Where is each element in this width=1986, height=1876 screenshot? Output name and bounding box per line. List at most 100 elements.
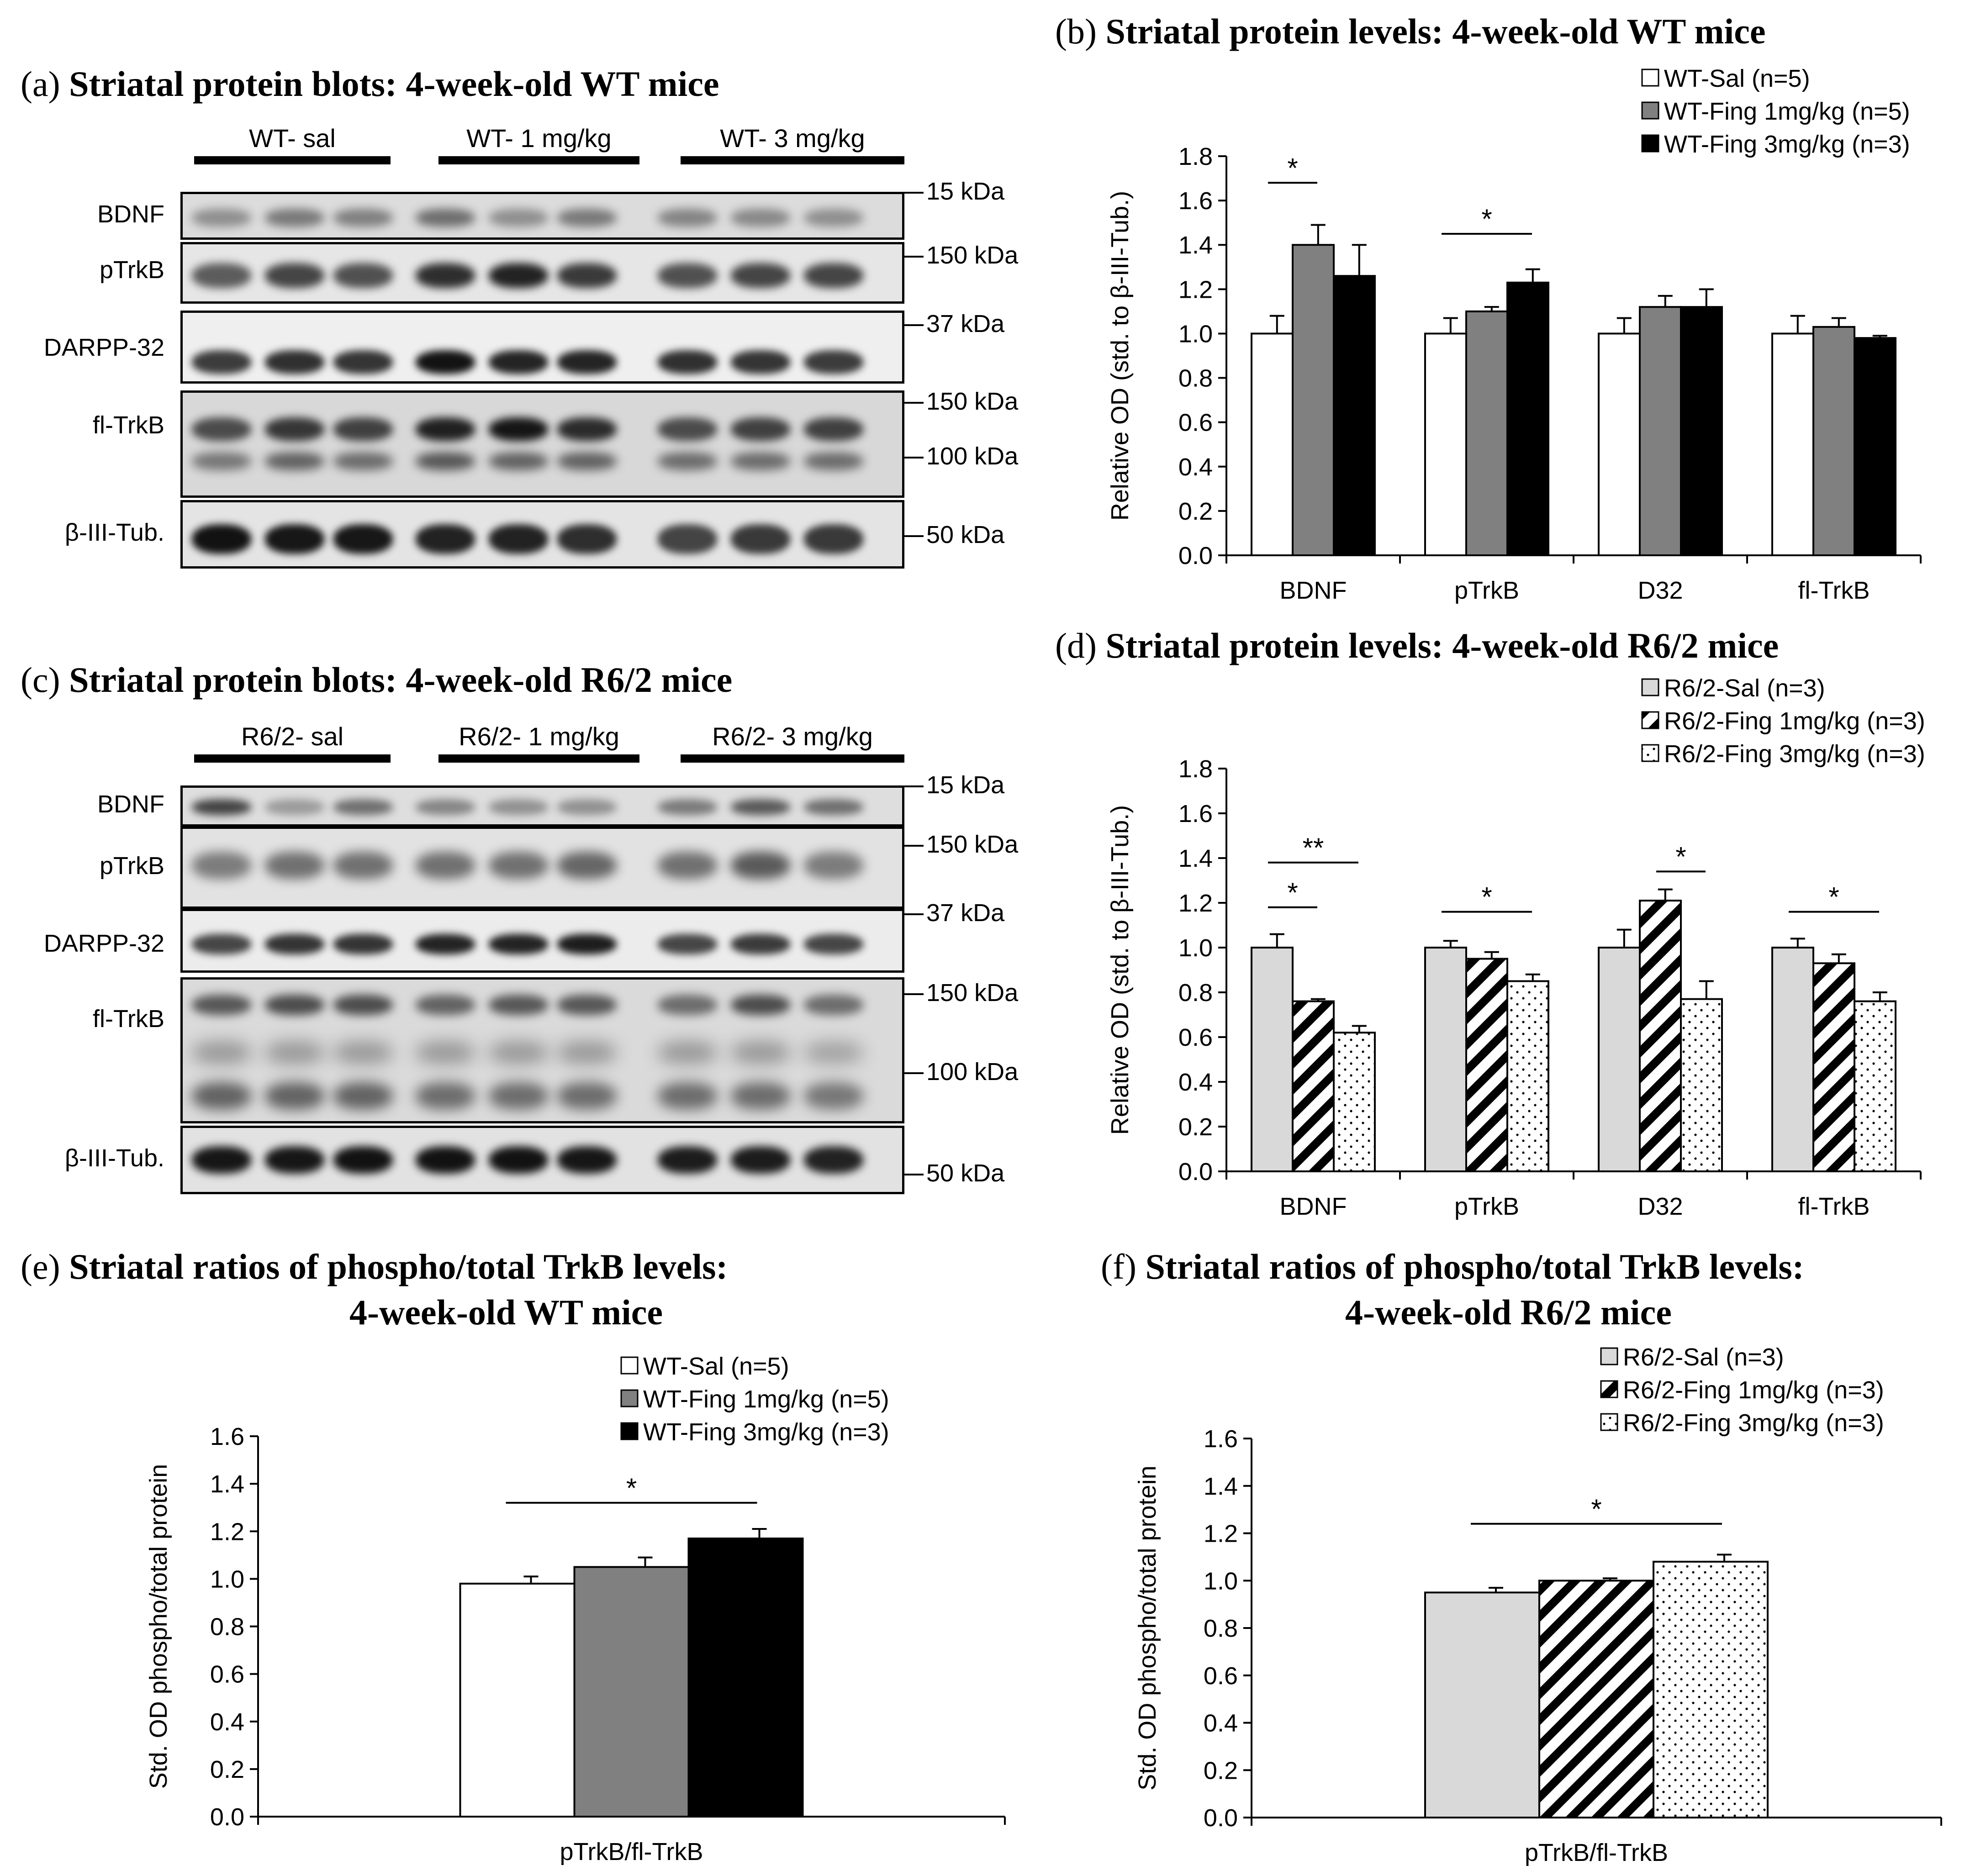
bar	[1424, 947, 1467, 1172]
blot-band	[265, 417, 324, 441]
bar	[1598, 332, 1641, 556]
blot-band	[804, 263, 863, 288]
kda-marker-label: 37 kDa	[926, 310, 1005, 337]
blot-band	[265, 994, 324, 1015]
y-tick-label: 0.0	[1204, 1804, 1238, 1832]
legend-label: R6/2-Fing 3mg/kg (n=3)	[1623, 1409, 1884, 1437]
kda-marker-label: 100 kDa	[926, 1058, 1019, 1086]
kda-marker-label: 37 kDa	[926, 899, 1005, 927]
blot-band	[731, 209, 790, 227]
y-tick-label: 0.6	[1204, 1662, 1238, 1690]
y-tick-label: 1.8	[1178, 143, 1213, 170]
kda-tick	[904, 402, 924, 404]
kda-tick	[904, 993, 924, 995]
blot-band	[731, 452, 790, 470]
blot-row-label: DARPP-32	[43, 334, 164, 361]
kda-marker-label: 15 kDa	[926, 771, 1005, 799]
kda-marker-label: 50 kDa	[926, 521, 1005, 548]
legend-swatch	[1600, 1413, 1618, 1431]
blot-band	[489, 1146, 548, 1174]
blot-row-label: pTrkB	[99, 852, 164, 880]
blot-band	[658, 350, 717, 374]
blot-band	[489, 994, 548, 1015]
legend-swatch	[1641, 711, 1659, 729]
blot-band	[265, 209, 324, 227]
legend-label: WT-Sal (n=5)	[1664, 65, 1810, 92]
legend-swatch	[620, 1389, 639, 1407]
blot-band	[416, 209, 475, 227]
bar	[459, 1582, 576, 1818]
bar	[1465, 958, 1508, 1172]
blot-group-bar	[681, 156, 904, 164]
bar	[687, 1537, 804, 1818]
y-tick-label: 1.4	[1178, 845, 1213, 872]
blot-strip	[180, 311, 904, 384]
blot-band	[731, 1082, 790, 1110]
blot-strip	[180, 242, 904, 304]
blot-strip	[180, 1126, 904, 1194]
blot-band	[557, 1146, 617, 1174]
legend-swatch	[620, 1356, 639, 1375]
blot-band	[804, 933, 863, 954]
blot-strip	[180, 785, 904, 827]
blot-band	[333, 1041, 393, 1064]
kda-tick	[904, 324, 924, 326]
y-tick-label: 0.0	[1178, 1158, 1213, 1186]
bar	[1680, 306, 1723, 556]
legend-label: WT-Fing 1mg/kg (n=5)	[1664, 98, 1910, 125]
legend-swatch	[620, 1422, 639, 1440]
blot-band	[265, 452, 324, 470]
chart-d-protein-levels-r62: 0.0 0.2 0.4 0.6 0.8 1.0 1.2 1.4 1.6 1.8 Relative O…	[1106, 675, 1925, 1220]
y-tick-label: 1.6	[1178, 187, 1213, 215]
blot-band	[658, 1146, 717, 1174]
blot-band	[557, 933, 617, 954]
blot-band	[658, 1082, 717, 1110]
significance-star: **	[1303, 833, 1324, 863]
kda-marker-label: 100 kDa	[926, 443, 1019, 470]
blot-band	[804, 350, 863, 374]
bar	[1424, 332, 1467, 556]
blot-band	[416, 852, 475, 879]
blot-band	[192, 1041, 251, 1064]
legend-label: WT-Sal (n=5)	[643, 1353, 789, 1380]
blot-row-label: β-III-Tub.	[64, 1144, 164, 1172]
blot-band	[416, 994, 475, 1015]
blot-band	[416, 1041, 475, 1064]
bar	[573, 1566, 690, 1818]
blot-band	[557, 1041, 617, 1064]
y-tick-label: 1.6	[210, 1423, 244, 1450]
kda-tick	[904, 845, 924, 847]
bar	[1506, 980, 1549, 1172]
bar	[1680, 998, 1723, 1172]
y-tick-label: 0.4	[210, 1708, 244, 1736]
blot-band	[557, 350, 617, 374]
blot-band	[265, 852, 324, 879]
blot-band	[804, 452, 863, 470]
x-category-label: BDNF	[1280, 1193, 1347, 1220]
blot-band	[192, 524, 251, 554]
legend-label: R6/2-Sal (n=3)	[1664, 675, 1825, 702]
blot-band	[557, 852, 617, 879]
x-category-label: fl-TrkB	[1798, 1193, 1870, 1220]
x-category-label: D32	[1637, 577, 1683, 604]
blot-band	[416, 1082, 475, 1110]
blot-band	[489, 1041, 548, 1064]
blot-band	[333, 1082, 393, 1110]
y-tick-label: 1.4	[210, 1470, 244, 1498]
blot-band	[265, 1082, 324, 1110]
bar	[1639, 900, 1682, 1173]
y-tick-label: 0.2	[1204, 1757, 1238, 1784]
y-axis-label: Relative OD (std. to β-III-Tub.)	[1106, 805, 1134, 1135]
panel-d-title: (d) Striatal protein levels: 4-week-old …	[1055, 626, 1779, 665]
blot-band	[333, 852, 393, 879]
blot-row-label: β-III-Tub.	[64, 519, 164, 546]
blot-band	[658, 799, 717, 815]
blot-band	[804, 994, 863, 1015]
blot-band	[333, 933, 393, 954]
blot-band	[416, 933, 475, 954]
kda-tick	[904, 256, 924, 258]
blot-band	[489, 209, 548, 227]
x-category-label: pTrkB/fl-TrkB	[560, 1838, 703, 1865]
blot-band	[265, 1041, 324, 1064]
significance-star: *	[1287, 153, 1298, 183]
